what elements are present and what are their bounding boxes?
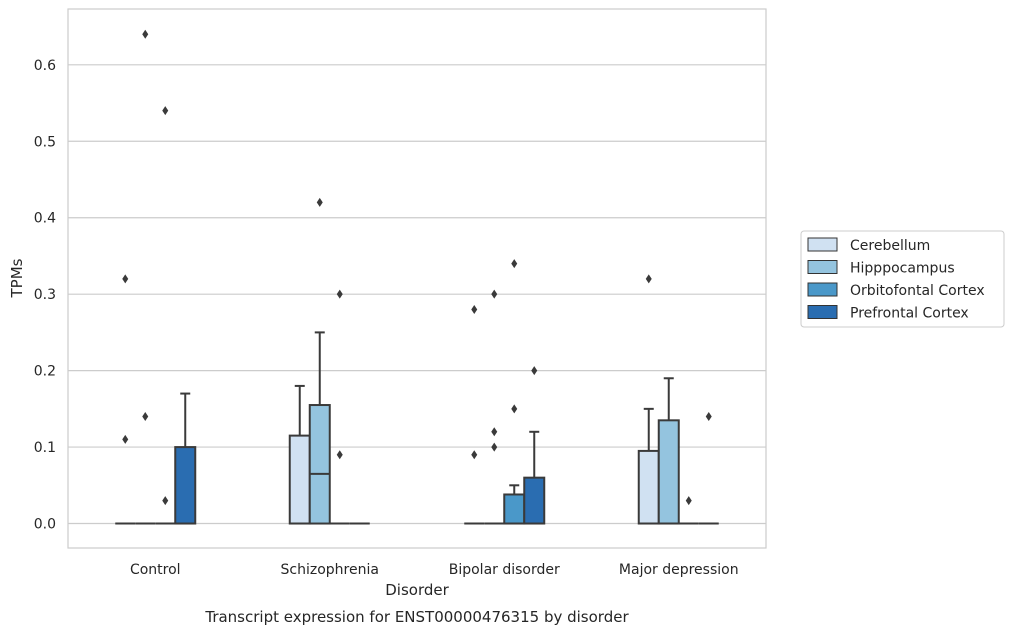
y-tick-label: 0.5	[34, 134, 56, 150]
outlier-point	[645, 274, 652, 284]
y-axis-label: TPMs	[8, 258, 26, 298]
y-tick-label: 0.0	[34, 517, 56, 533]
outliers-layer	[122, 29, 712, 506]
outlier-point	[531, 366, 538, 376]
legend-label: Prefrontal Cortex	[850, 306, 969, 322]
outlier-point	[511, 404, 518, 414]
x-tick-label: Bipolar disorder	[449, 562, 560, 578]
outlier-point	[142, 29, 149, 39]
y-axis: 0.0 0.1 0.2 0.3 0.4 0.5 0.6	[34, 58, 56, 533]
x-axis: Control Schizophrenia Bipolar disorder Majo…	[130, 562, 739, 578]
box	[174, 446, 197, 525]
outlier-point	[705, 411, 712, 421]
outlier-point	[336, 289, 343, 299]
y-tick-label: 0.1	[34, 440, 56, 456]
outlier-point	[122, 274, 129, 284]
legend: Cerebellum Hipppocampus Orbitofontal Corte…	[800, 230, 1005, 328]
outlier-point	[685, 496, 692, 506]
outlier-point	[336, 450, 343, 460]
boxes-layer	[115, 331, 719, 525]
box	[288, 434, 311, 525]
x-tick-label: Control	[130, 562, 181, 578]
legend-swatch	[807, 260, 838, 274]
y-tick-label: 0.2	[34, 364, 56, 380]
x-axis-label: Disorder	[385, 581, 449, 599]
outlier-point	[471, 304, 478, 314]
outlier-point	[491, 427, 498, 437]
legend-label: Hipppocampus	[850, 261, 955, 277]
legend-swatch	[807, 282, 838, 297]
legend-swatch	[807, 305, 838, 319]
outlier-point	[162, 496, 169, 506]
outlier-point	[122, 434, 129, 444]
x-tick-label: Major depression	[619, 562, 739, 578]
box	[308, 404, 331, 525]
legend-label: Cerebellum	[850, 238, 930, 254]
outlier-point	[142, 411, 149, 421]
box	[523, 476, 546, 525]
outlier-point	[316, 197, 323, 207]
y-tick-label: 0.3	[34, 287, 56, 303]
outlier-point	[491, 442, 498, 452]
outlier-point	[491, 289, 498, 299]
chart-caption: Transcript expression for ENST0000047631…	[204, 608, 629, 626]
outlier-point	[162, 106, 169, 116]
outlier-point	[511, 259, 518, 269]
y-tick-label: 0.4	[34, 211, 56, 227]
x-tick-label: Schizophrenia	[281, 562, 379, 578]
legend-frame	[800, 230, 1005, 328]
legend-label: Orbitofontal Cortex	[850, 283, 985, 299]
plot-frame	[67, 8, 767, 549]
y-tick-label: 0.6	[34, 58, 56, 74]
box	[503, 493, 526, 525]
box	[637, 449, 660, 525]
legend-swatch	[807, 237, 838, 252]
outlier-point	[471, 450, 478, 460]
box	[657, 419, 680, 525]
